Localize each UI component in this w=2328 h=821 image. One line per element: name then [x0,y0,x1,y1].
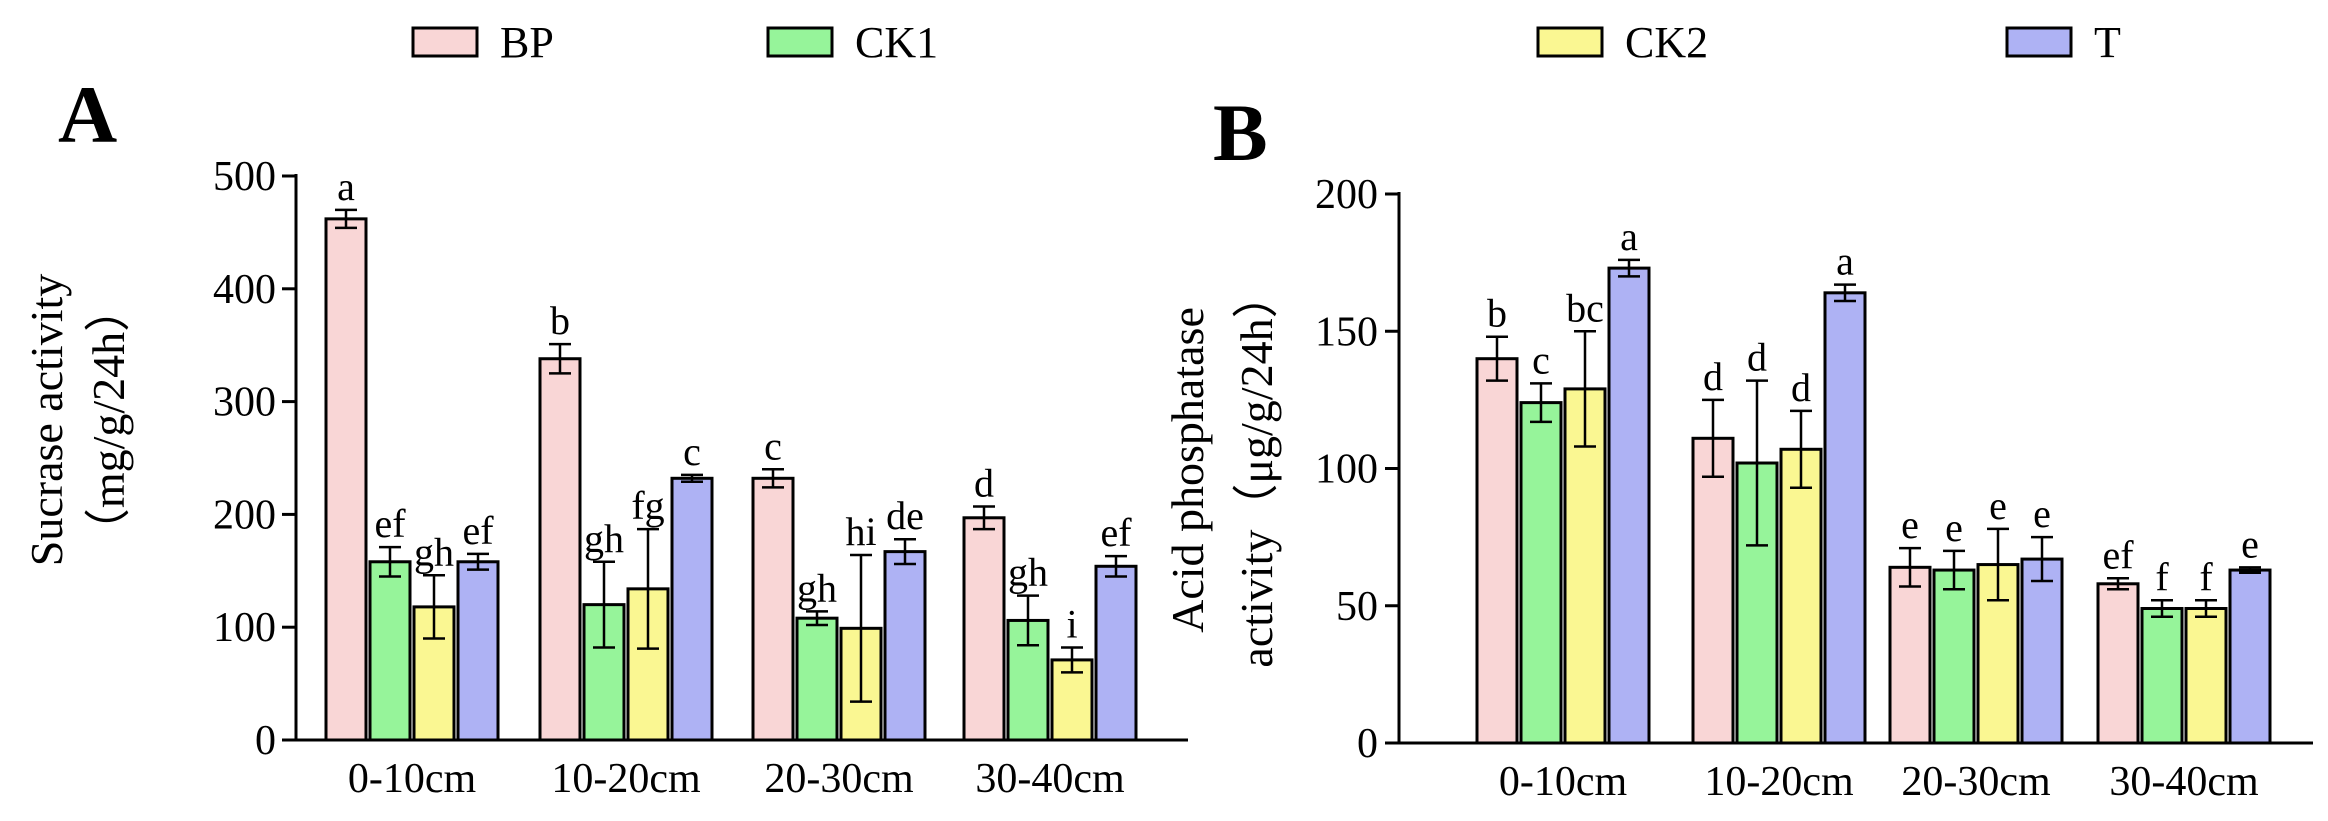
panel-b-bar-t-4 [2228,568,2272,745]
panel-a-sig-label-bp-1: a [337,164,355,209]
panel-b-bar-ck2-2 [1779,447,1823,745]
legend-label-ck1: CK1 [855,18,938,67]
panel-a: A Sucrase activity （mg/g/24h） 0 100 200 300 400… [21,69,1188,802]
legend-label-bp: BP [500,18,554,67]
panel-b-x-tick-label-2: 10-20cm [1704,759,1854,805]
panel-a-bar-ck2-1 [412,605,456,742]
panel-a-sig-label-t-3: de [886,493,924,538]
panel-b-sig-label-t-4: e [2241,521,2259,566]
panel-a-sig-label-ck1-3: gh [797,565,837,610]
panel-b-sig-label-t-2: a [1836,239,1854,284]
panel-a-x-tick-label-2: 10-20cm [551,756,701,802]
panel-a-bar-t-1 [456,560,500,742]
panel-a-sig-label-ck2-4: i [1066,602,1077,647]
panel-b-sig-label-ck1-1: c [1532,337,1550,382]
panel-b-sig-label-t-3: e [2033,491,2051,536]
panel-a-x-tick-label-3: 20-30cm [764,756,914,802]
panel-b-bar-ck2-4 [2184,606,2228,745]
panel-a-bar-t-4 [1094,564,1138,742]
panel-b-x-tick-label-3: 20-30cm [1901,759,2051,805]
panel-a-bar-bp-1 [324,217,368,742]
legend-label-t: T [2094,18,2121,67]
panel-a-sig-label-bp-3: c [764,423,782,468]
panel-b-bar-bp-1 [1475,357,1519,745]
panel-a-bar-bp-3 [751,476,795,742]
panel-b-y-tick-label-0: 0 [1357,721,1378,767]
panel-a-sig-label-bp-2: b [550,298,570,343]
panel-a-ylabel-line-2: （mg/g/24h） [83,286,134,554]
legend-swatch-ck1 [766,26,834,58]
panel-b-sig-label-ck1-4: f [2155,554,2169,599]
panel-a-y-tick-label-200: 200 [213,492,276,538]
panel-a-sig-label-ck2-1: gh [414,529,454,574]
panel-a-bar-bp-2 [538,357,582,742]
panel-a-letter: A [58,69,117,160]
panel-b-bar-bp-3 [1888,565,1932,745]
panel-a-sig-label-ck2-3: hi [845,509,876,554]
panel-b-bar-ck1-1 [1519,401,1563,745]
panel-b-sig-label-bp-3: e [1901,502,1919,547]
panel-a-ylabel-line-1: Sucrase activity [21,274,72,567]
legend: BP CK1 CK2 T [411,18,2121,67]
panel-a-sig-label-ck2-2: fg [631,483,664,528]
panel-a-bar-bp-4 [962,516,1006,742]
panel-b-y-tick-label-150: 150 [1315,309,1378,355]
legend-swatch-bp [411,26,479,58]
panel-a-sig-label-t-4: ef [1100,510,1132,555]
legend-swatch-ck2 [1536,26,1604,58]
panel-a-x-tick-label-1: 0-10cm [348,756,477,802]
panel-b-x-tick-label-1: 0-10cm [1499,759,1628,805]
panel-b-bar-ck2-1 [1563,387,1607,745]
panel-b-ylabel-line-2: activity（μg/g/24h） [1231,272,1282,667]
panel-a-bar-t-3 [883,550,927,742]
panel-b: B Acid phosphatase activity（μg/g/24h） 0 50 10… [1162,87,2313,805]
panel-b-y-tick-label-50: 50 [1336,584,1378,630]
panel-b-ylabel-line-1: Acid phosphatase [1162,307,1213,633]
panel-b-sig-label-ck2-3: e [1989,483,2007,528]
panel-a-sig-label-ck1-1: ef [374,501,406,546]
panel-a-sig-label-bp-4: d [974,461,994,506]
panel-b-x-tick-label-4: 30-40cm [2109,759,2259,805]
legend-swatch-t [2005,26,2073,58]
panel-b-sig-label-bp-1: b [1487,291,1507,336]
panel-b-sig-label-ck2-1: bc [1566,285,1604,330]
panel-b-bar-ck1-3 [1932,568,1976,745]
panel-a-bar-ck2-2 [626,587,670,742]
panel-b-bar-bp-2 [1691,436,1735,745]
panel-b-sig-label-ck1-2: d [1747,335,1767,380]
panel-b-bar-t-3 [2020,557,2064,745]
panel-b-y-tick-label-100: 100 [1315,447,1378,493]
panel-a-bar-ck1-1 [368,560,412,742]
panel-b-sig-label-bp-2: d [1703,354,1723,399]
panel-b-y-tick-label-200: 200 [1315,172,1378,218]
panel-a-y-tick-label-300: 300 [213,380,276,426]
panel-a-sig-label-ck1-2: gh [584,516,624,561]
panel-a-x-tick-label-4: 30-40cm [975,756,1125,802]
panel-a-sig-label-t-1: ef [462,508,494,553]
panel-a-y-tick-label-100: 100 [213,605,276,651]
panel-a-sig-label-ck1-4: gh [1008,550,1048,595]
panel-a-y-tick-label-0: 0 [255,718,276,764]
panel-a-y-tick-label-500: 500 [213,154,276,200]
legend-label-ck2: CK2 [1625,18,1708,67]
panel-a-y-tick-label-400: 400 [213,267,276,313]
panel-b-letter: B [1213,87,1268,178]
panel-a-bar-ck1-3 [795,616,839,742]
panel-b-bar-bp-4 [2096,582,2140,745]
panel-a-bar-t-2 [670,476,714,742]
panel-b-sig-label-ck2-2: d [1791,365,1811,410]
panel-a-sig-label-t-2: c [683,429,701,474]
panel-b-sig-label-bp-4: ef [2102,532,2134,577]
panel-b-sig-label-ck2-4: f [2199,554,2213,599]
panel-b-bar-ck1-4 [2140,606,2184,745]
panel-b-bar-t-2 [1823,291,1867,745]
panel-b-sig-label-ck1-3: e [1945,505,1963,550]
panel-b-bar-t-1 [1607,266,1651,745]
panel-b-sig-label-t-1: a [1620,214,1638,259]
